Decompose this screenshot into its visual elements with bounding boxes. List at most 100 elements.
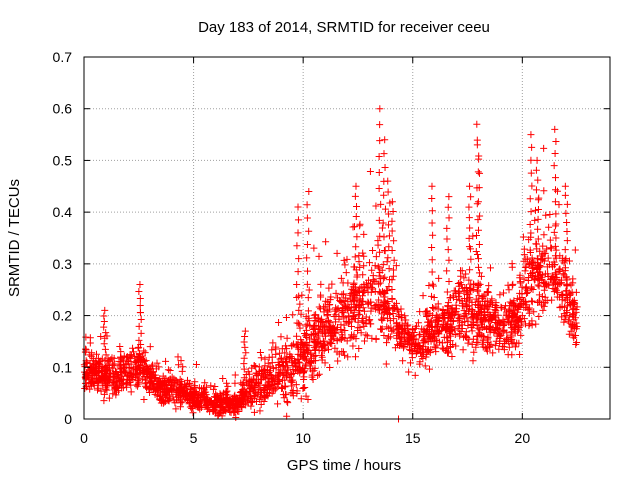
data-point (514, 315, 522, 323)
data-point (443, 288, 451, 296)
data-point (302, 360, 310, 368)
data-point (467, 287, 475, 295)
data-point (264, 382, 272, 390)
data-point (376, 121, 384, 129)
data-point (249, 375, 257, 383)
data-point (295, 345, 303, 353)
data-point (500, 289, 508, 297)
data-point (515, 339, 523, 347)
data-point (332, 311, 340, 319)
data-point (456, 279, 464, 287)
y-tick-label: 0.5 (53, 152, 73, 168)
data-point (443, 267, 451, 275)
data-point (562, 255, 570, 263)
data-point (109, 369, 117, 377)
data-point (390, 256, 398, 264)
data-point (135, 288, 143, 296)
data-point (317, 291, 325, 299)
data-point (110, 354, 118, 362)
data-point (179, 363, 187, 371)
data-point (352, 353, 360, 361)
data-point (272, 364, 280, 372)
data-point (289, 376, 297, 384)
data-point (552, 234, 560, 242)
data-point (87, 382, 95, 390)
data-point (269, 339, 277, 347)
data-point (428, 195, 436, 203)
data-point (101, 306, 109, 314)
data-point (567, 290, 575, 298)
data-point (138, 358, 146, 366)
data-point (534, 235, 542, 243)
data-point (312, 317, 320, 325)
data-point (551, 125, 559, 133)
data-point (384, 221, 392, 229)
data-point (376, 269, 384, 277)
data-point (123, 353, 131, 361)
data-point (337, 298, 345, 306)
data-point (338, 308, 346, 316)
data-point (305, 227, 313, 235)
data-point (540, 231, 548, 239)
data-point (546, 236, 554, 244)
data-point (435, 274, 443, 282)
data-point (483, 302, 491, 310)
data-point (338, 335, 346, 343)
data-point (428, 207, 436, 215)
data-point (304, 267, 312, 275)
axis-ticks: 0 5 10 15 20 0 0.1 0.2 0.3 0.4 0.5 0.6 0.7 (53, 49, 610, 446)
data-point (496, 334, 504, 342)
data-point (337, 274, 345, 282)
data-point (255, 385, 263, 393)
data-point (299, 385, 307, 393)
data-point (385, 243, 393, 251)
data-point (449, 317, 457, 325)
data-point (485, 316, 493, 324)
data-point (375, 153, 383, 161)
data-point (532, 166, 540, 174)
data-point (331, 328, 339, 336)
data-point (446, 337, 454, 345)
data-point (146, 370, 154, 378)
data-point (328, 280, 336, 288)
data-point (310, 367, 318, 375)
data-point (319, 318, 327, 326)
data-point (456, 267, 464, 275)
data-point (306, 335, 314, 343)
data-point (444, 246, 452, 254)
data-point (520, 257, 528, 265)
data-point (303, 320, 311, 328)
data-point (350, 308, 358, 316)
data-point (475, 329, 483, 337)
data-point (238, 404, 246, 412)
data-point (429, 282, 437, 290)
data-point (261, 355, 269, 363)
x-tick-label: 15 (405, 430, 421, 446)
data-point (100, 340, 108, 348)
data-point (537, 256, 545, 264)
data-point (424, 325, 432, 333)
chart-title: Day 183 of 2014, SRMTID for receiver cee… (198, 19, 490, 36)
data-point (430, 329, 438, 337)
data-point (447, 323, 455, 331)
data-point (166, 367, 174, 375)
data-point (355, 310, 363, 318)
data-point (368, 280, 376, 288)
data-point (88, 367, 96, 375)
data-point (332, 289, 340, 297)
data-point (390, 315, 398, 323)
data-point (348, 323, 356, 331)
data-point (295, 319, 303, 327)
data-point (148, 362, 156, 370)
data-point (351, 192, 359, 200)
data-point (522, 262, 530, 270)
data-point (149, 386, 157, 394)
data-point (311, 346, 319, 354)
data-point (531, 276, 539, 284)
data-point (503, 308, 511, 316)
data-point (445, 193, 453, 201)
data-point (511, 329, 519, 337)
data-point (444, 299, 452, 307)
data-point (250, 408, 258, 416)
data-point (296, 300, 304, 308)
